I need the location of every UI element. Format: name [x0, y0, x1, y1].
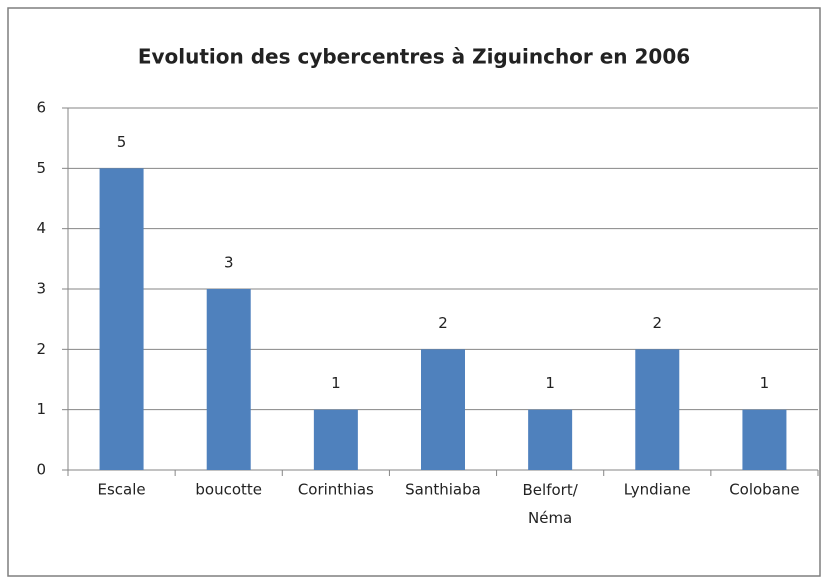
data-label: 1 — [760, 374, 770, 392]
bar — [99, 168, 144, 471]
x-tick-label: Belfort/Néma — [523, 481, 579, 527]
x-tick-label: Lyndiane — [624, 481, 691, 499]
data-label: 1 — [331, 374, 341, 392]
data-label: 1 — [545, 374, 555, 392]
data-label: 2 — [653, 314, 663, 332]
x-tick-label: Santhiaba — [405, 481, 481, 499]
y-tick-label: 1 — [36, 400, 46, 418]
bar — [635, 349, 680, 470]
y-tick-label: 4 — [36, 219, 46, 237]
x-tick-label: boucotte — [195, 481, 262, 499]
bar — [421, 349, 465, 470]
bar — [206, 289, 251, 470]
y-tick-label: 5 — [36, 159, 46, 177]
bar — [528, 409, 573, 470]
y-tick-label: 2 — [36, 340, 46, 358]
x-tick-label: Corinthias — [298, 481, 374, 499]
y-tick-label: 0 — [36, 461, 46, 479]
bar — [313, 409, 358, 470]
data-label: 5 — [117, 133, 127, 151]
data-label: 2 — [438, 314, 448, 332]
x-tick-label: Escale — [98, 481, 146, 499]
y-tick-label: 6 — [36, 99, 46, 117]
chart-title: Evolution des cybercentres à Ziguinchor … — [138, 45, 690, 69]
x-tick-label: Colobane — [729, 481, 799, 499]
bar — [742, 409, 787, 470]
data-label: 3 — [224, 254, 234, 272]
y-tick-label: 3 — [36, 280, 46, 298]
